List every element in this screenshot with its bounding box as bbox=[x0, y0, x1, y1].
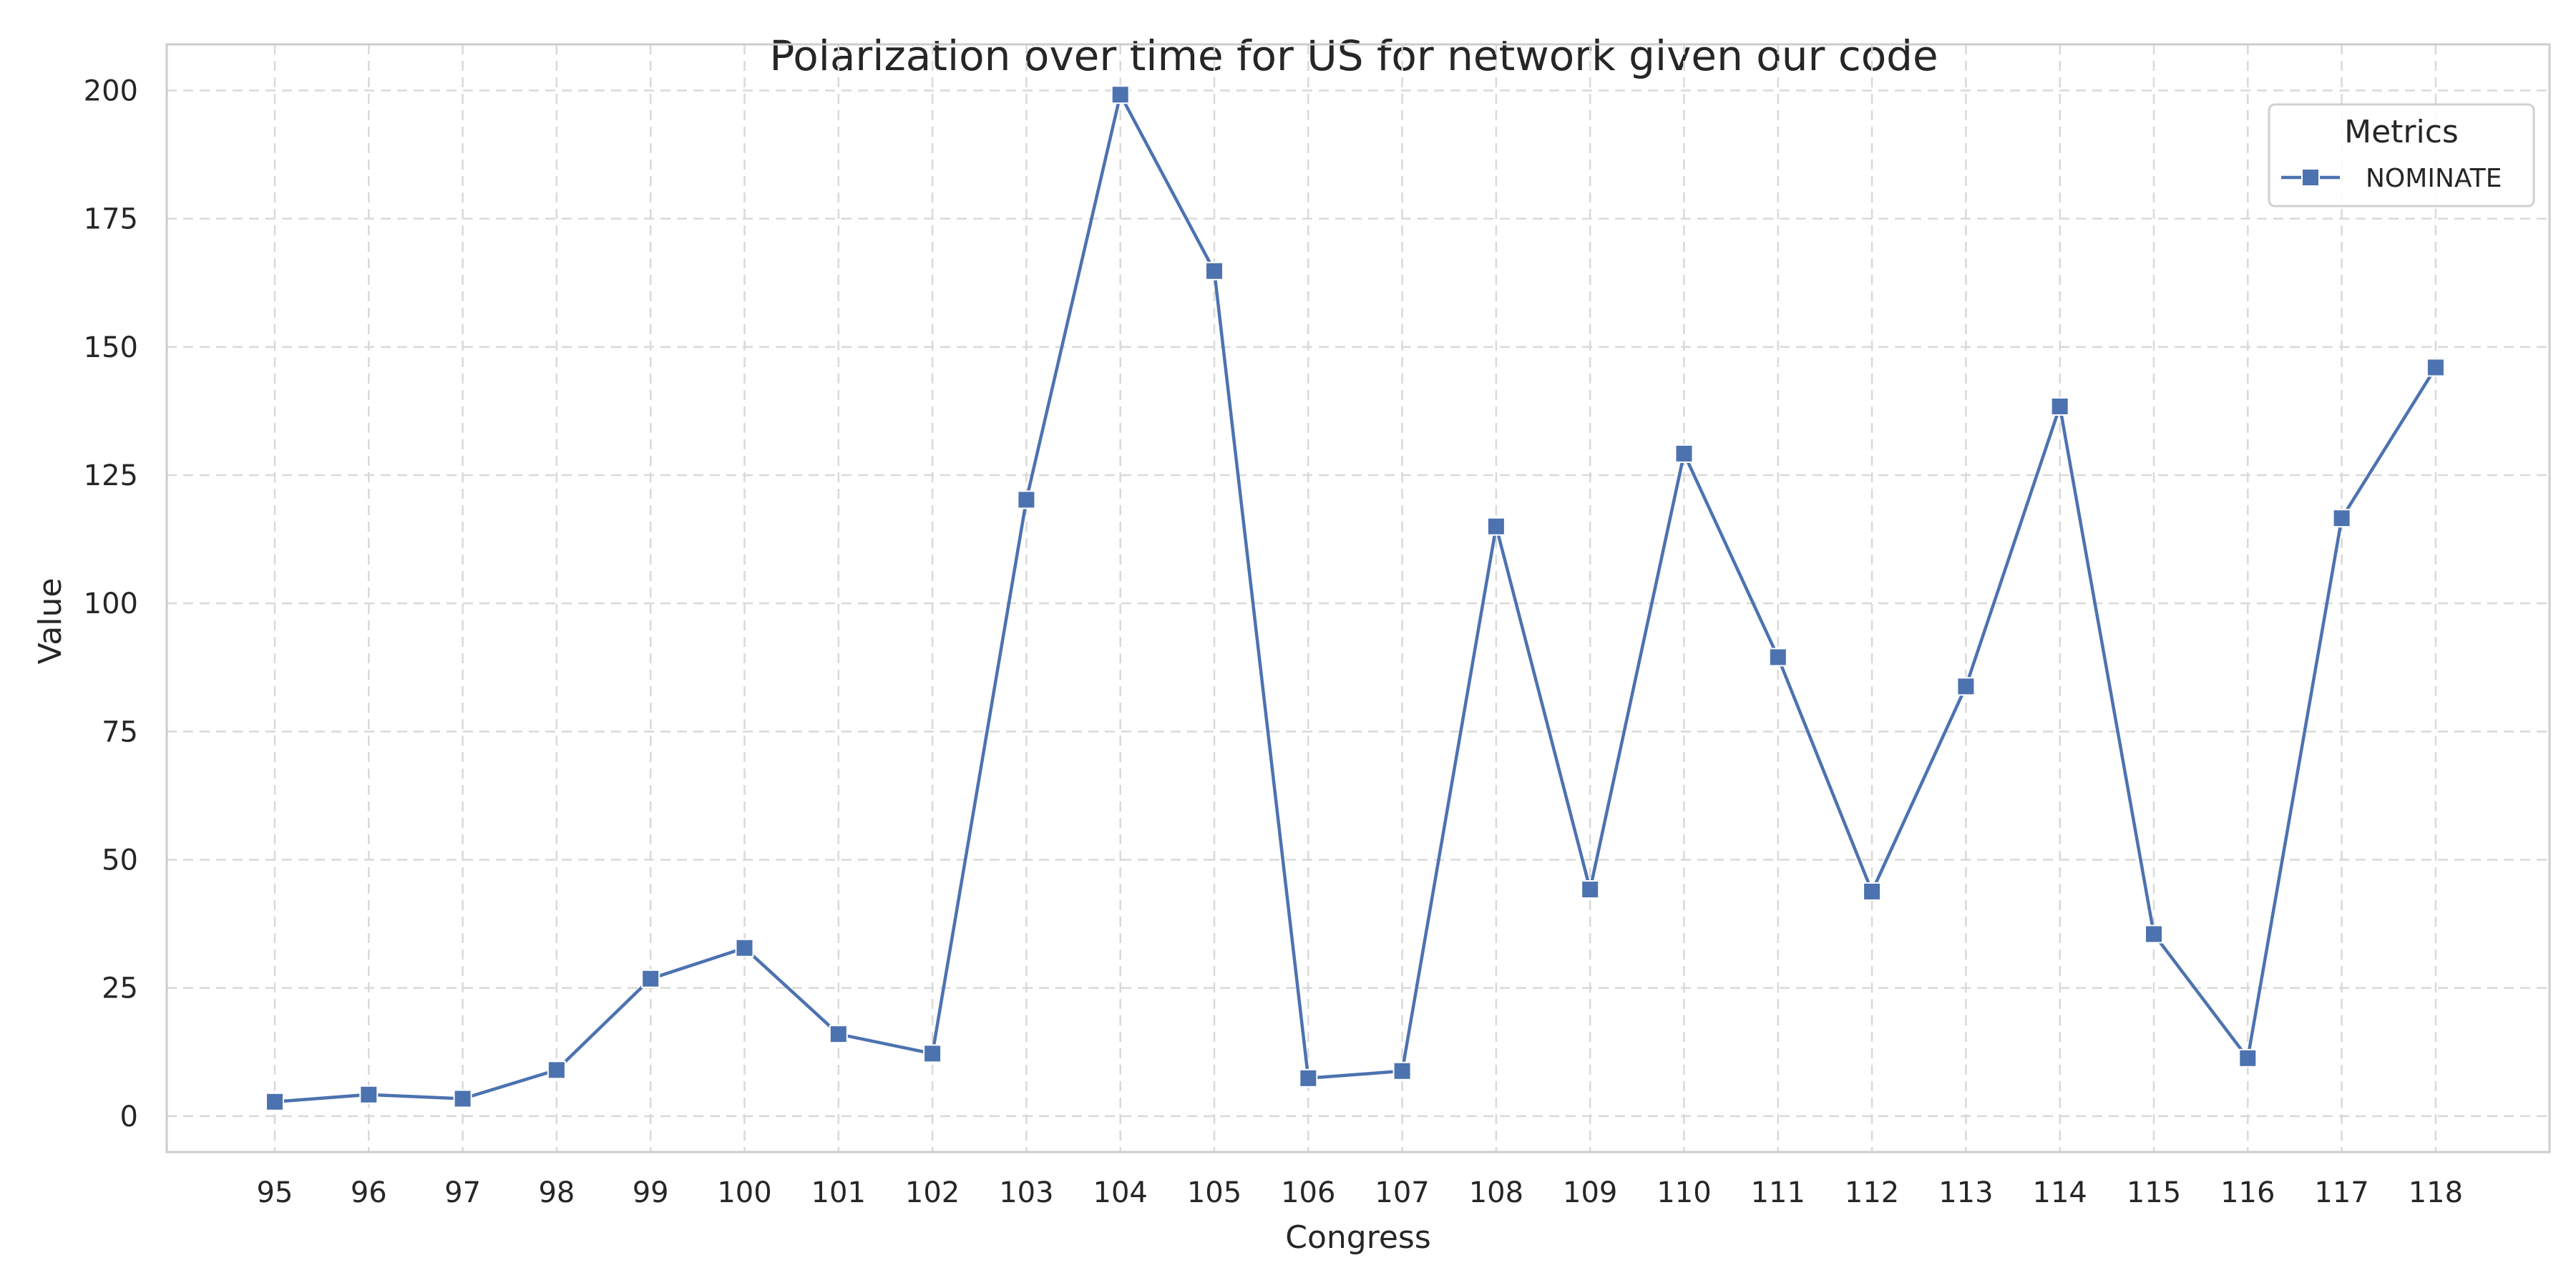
x-tick-label: 98 bbox=[538, 1176, 575, 1209]
x-tick-label: 106 bbox=[1281, 1176, 1335, 1209]
data-point-marker bbox=[1581, 880, 1600, 899]
x-tick-label: 114 bbox=[2033, 1176, 2087, 1209]
y-axis-ticks: 0 25 50 75 100 125 150 175 200 bbox=[84, 75, 138, 1133]
data-point-marker bbox=[1392, 1061, 1412, 1080]
plot-area-border bbox=[165, 43, 2551, 1153]
x-tick-label: 112 bbox=[1845, 1176, 1899, 1209]
x-tick-label: 105 bbox=[1187, 1176, 1241, 1209]
x-tick-label: 104 bbox=[1093, 1176, 1148, 1209]
x-tick-label: 115 bbox=[2127, 1176, 2181, 1209]
data-point-marker bbox=[735, 938, 754, 957]
data-point-marker bbox=[2238, 1048, 2258, 1068]
data-point-marker bbox=[1768, 648, 1787, 667]
x-tick-label: 100 bbox=[717, 1176, 771, 1209]
y-tick-label: 150 bbox=[84, 331, 138, 364]
data-point-marker bbox=[265, 1092, 284, 1111]
x-tick-label: 95 bbox=[257, 1176, 293, 1209]
y-tick-label: 100 bbox=[84, 587, 138, 620]
legend-marker-swatch bbox=[2301, 168, 2320, 187]
data-point-marker bbox=[641, 969, 660, 988]
data-point-marker bbox=[1205, 261, 1224, 280]
data-point-marker bbox=[829, 1025, 848, 1044]
y-tick-label: 0 bbox=[120, 1101, 138, 1133]
x-tick-label: 111 bbox=[1751, 1176, 1805, 1209]
y-tick-label: 125 bbox=[84, 459, 138, 492]
legend-box bbox=[2268, 103, 2535, 208]
x-tick-label: 117 bbox=[2314, 1176, 2368, 1209]
data-point-marker bbox=[359, 1085, 379, 1104]
x-tick-label: 107 bbox=[1375, 1176, 1429, 1209]
data-point-marker bbox=[547, 1060, 566, 1080]
x-tick-label: 99 bbox=[633, 1176, 669, 1209]
chart-title: Polarization over time for US for networ… bbox=[769, 31, 1938, 80]
x-tick-label: 97 bbox=[444, 1176, 481, 1209]
data-point-marker bbox=[1111, 85, 1130, 104]
legend-title: Metrics bbox=[2344, 114, 2459, 150]
y-axis-title: Value bbox=[32, 578, 69, 665]
x-axis-title: Congress bbox=[1285, 1219, 1431, 1256]
data-point-marker bbox=[1299, 1068, 1318, 1088]
data-point-marker bbox=[2426, 358, 2445, 377]
grid-lines bbox=[167, 44, 2550, 1152]
data-point-marker bbox=[2145, 924, 2163, 944]
x-tick-label: 118 bbox=[2409, 1176, 2463, 1209]
data-point-marker bbox=[923, 1044, 942, 1063]
x-tick-label: 102 bbox=[905, 1176, 960, 1209]
x-tick-label: 108 bbox=[1469, 1176, 1523, 1209]
y-tick-label: 50 bbox=[102, 844, 138, 877]
data-point-marker bbox=[1863, 882, 1882, 901]
legend-label-nominate: NOMINATE bbox=[2366, 164, 2502, 193]
y-tick-label: 200 bbox=[84, 75, 138, 108]
data-point-marker bbox=[1017, 490, 1036, 509]
data-point-marker bbox=[453, 1089, 472, 1108]
legend: Metrics NOMINATE bbox=[2268, 103, 2535, 208]
x-tick-label: 101 bbox=[811, 1176, 866, 1209]
y-tick-label: 175 bbox=[84, 203, 138, 236]
data-point-marker bbox=[2332, 509, 2351, 528]
x-tick-label: 103 bbox=[999, 1176, 1053, 1209]
data-point-marker bbox=[1674, 444, 1694, 463]
data-point-marker bbox=[1956, 677, 1976, 696]
x-tick-label: 109 bbox=[1563, 1176, 1617, 1209]
y-tick-label: 75 bbox=[102, 716, 138, 748]
x-axis-ticks: 95 96 97 98 99 100 101 102 103 104 105 106 107 108 109… bbox=[257, 1176, 2464, 1209]
series-line-nominate bbox=[273, 92, 2438, 1104]
data-point-marker bbox=[2050, 396, 2069, 416]
series-nominate bbox=[265, 85, 2445, 1111]
x-tick-label: 113 bbox=[1938, 1176, 1993, 1209]
data-point-marker bbox=[1486, 517, 1506, 536]
x-tick-label: 116 bbox=[2220, 1176, 2275, 1209]
x-tick-label: 96 bbox=[351, 1176, 387, 1209]
x-tick-label: 110 bbox=[1657, 1176, 1711, 1209]
y-tick-label: 25 bbox=[102, 972, 138, 1005]
